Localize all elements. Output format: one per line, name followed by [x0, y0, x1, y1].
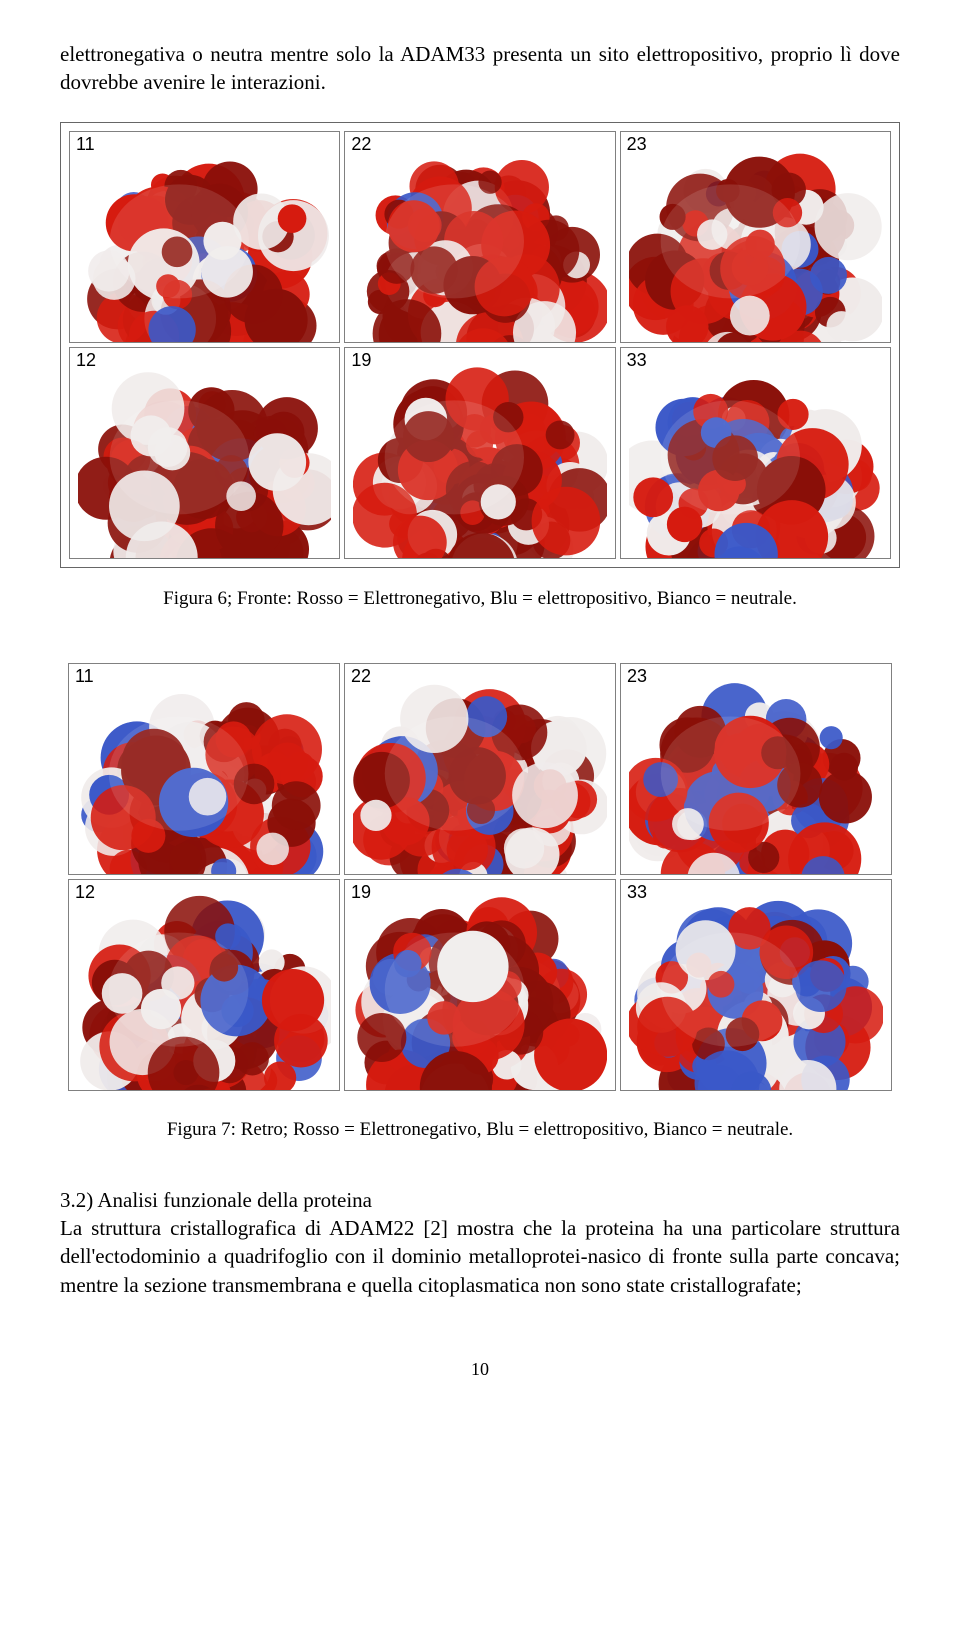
molecule-cell: 33 — [620, 879, 892, 1091]
molecule-cell: 11 — [69, 131, 340, 343]
figure6-grid: 11 22 23 12 19 33 — [69, 131, 891, 559]
molecule-surface — [629, 888, 883, 1091]
molecule-cell: 22 — [344, 663, 616, 875]
molecule-label: 33 — [625, 350, 649, 371]
molecule-surface — [629, 356, 882, 559]
molecule-surface — [77, 888, 331, 1091]
molecule-cell: 12 — [69, 347, 340, 559]
figure7-caption: Figura 7: Retro; Rosso = Elettronegativo… — [60, 1119, 900, 1141]
molecule-cell: 19 — [344, 347, 615, 559]
molecule-surface — [353, 888, 607, 1091]
section-body: La struttura cristallografica di ADAM22 … — [60, 1216, 900, 1297]
molecule-label: 33 — [625, 882, 649, 903]
molecule-surface — [78, 356, 331, 559]
molecule-surface — [353, 140, 606, 343]
molecule-label: 23 — [625, 666, 649, 687]
molecule-cell: 19 — [344, 879, 616, 1091]
molecule-cell: 22 — [344, 131, 615, 343]
molecule-label: 22 — [349, 134, 373, 155]
molecule-label: 11 — [73, 666, 96, 687]
molecule-label: 12 — [74, 350, 98, 371]
intro-paragraph: elettronegativa o neutra mentre solo la … — [60, 40, 900, 97]
molecule-surface — [629, 140, 882, 343]
molecule-cell: 23 — [620, 663, 892, 875]
section-title: Analisi funzionale della proteina — [97, 1188, 372, 1212]
section-number: 3.2) — [60, 1188, 93, 1212]
molecule-cell: 11 — [68, 663, 340, 875]
molecule-surface — [629, 672, 883, 875]
figure7-panel: 11 22 23 12 19 33 — [60, 655, 900, 1099]
figure6-panel: 11 22 23 12 19 33 — [60, 122, 900, 568]
figure7-grid: 11 22 23 12 19 33 — [68, 663, 892, 1091]
molecule-label: 23 — [625, 134, 649, 155]
molecule-surface — [353, 356, 606, 559]
figure6-caption: Figura 6; Fronte: Rosso = Elettronegativ… — [60, 588, 900, 610]
molecule-cell: 23 — [620, 131, 891, 343]
molecule-surface — [77, 672, 331, 875]
molecule-cell: 33 — [620, 347, 891, 559]
page-number: 10 — [60, 1359, 900, 1380]
molecule-surface — [78, 140, 331, 343]
molecule-label: 22 — [349, 666, 373, 687]
molecule-label: 19 — [349, 882, 373, 903]
molecule-label: 12 — [73, 882, 97, 903]
molecule-surface — [353, 672, 607, 875]
molecule-label: 11 — [74, 134, 97, 155]
molecule-cell: 12 — [68, 879, 340, 1091]
section-paragraph: 3.2) Analisi funzionale della proteina L… — [60, 1186, 900, 1299]
molecule-label: 19 — [349, 350, 373, 371]
